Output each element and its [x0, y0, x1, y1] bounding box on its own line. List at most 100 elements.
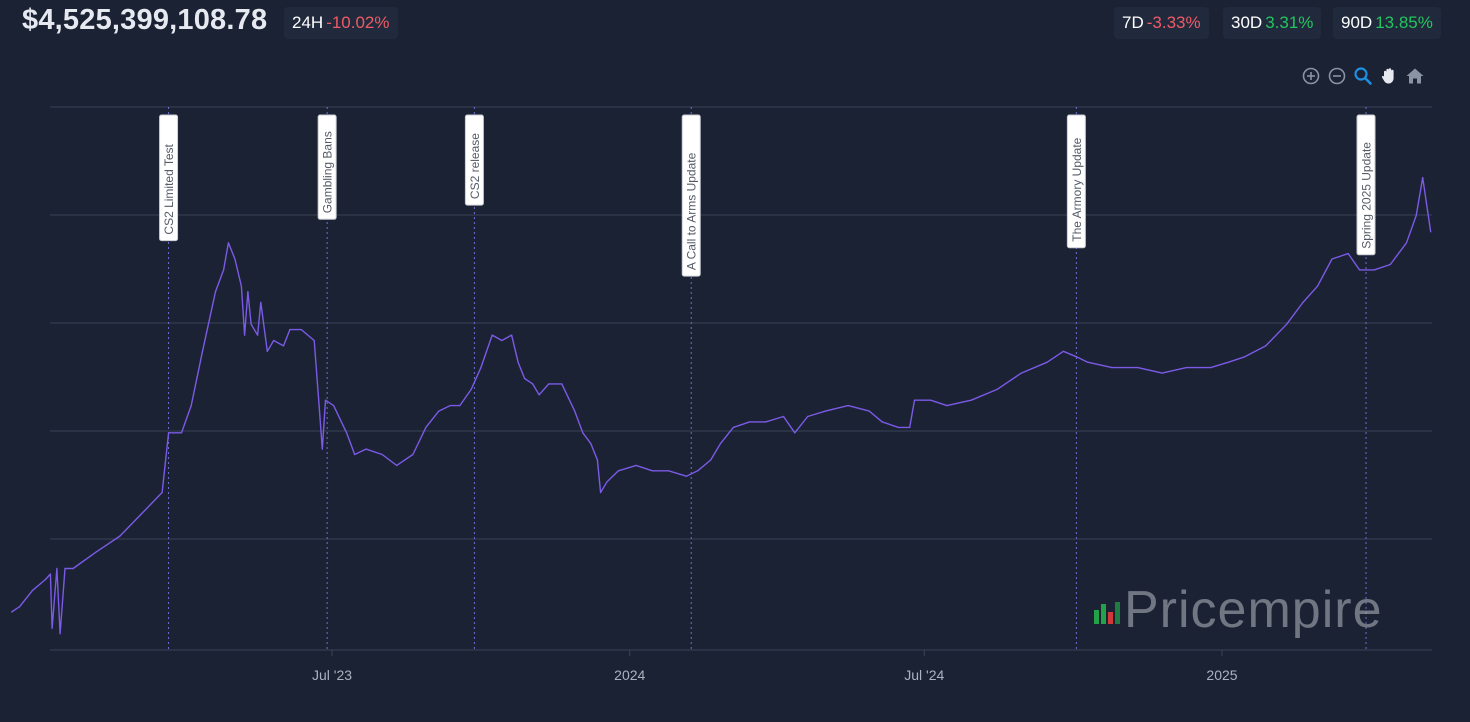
data-point: [697, 470, 699, 472]
data-point: [313, 339, 315, 342]
annotation-label: Gambling Bans: [317, 114, 337, 220]
data-point: [333, 405, 335, 407]
total-value: $4,525,399,108.78: [22, 4, 268, 36]
period-label: 90D: [1341, 13, 1373, 32]
data-point: [1286, 323, 1288, 325]
period-label: 24H: [292, 13, 324, 32]
data-point: [438, 410, 440, 412]
zoom-out-icon[interactable]: [1327, 66, 1347, 86]
data-point: [234, 258, 236, 260]
x-tick-label: Jul '23: [312, 667, 352, 683]
period-label: 7D: [1122, 13, 1144, 32]
data-point: [1389, 263, 1391, 266]
period-change: -10.02%: [326, 13, 390, 32]
data-point: [346, 432, 348, 434]
period-chip-30d[interactable]: 30D 3.31%: [1223, 7, 1322, 39]
data-point: [996, 388, 998, 390]
data-point: [480, 367, 482, 369]
annotation-label-box: [1066, 114, 1086, 249]
data-point: [412, 453, 414, 456]
data-point: [396, 464, 398, 466]
data-point: [748, 421, 751, 423]
brand-name: Pricempire: [1124, 581, 1383, 639]
pan-hand-icon[interactable]: [1379, 66, 1399, 86]
data-point: [1137, 367, 1139, 369]
data-point: [223, 269, 225, 271]
data-point: [524, 377, 526, 380]
data-point: [719, 443, 722, 445]
data-point: [190, 405, 192, 407]
period-change: -3.33%: [1146, 13, 1201, 32]
data-point: [300, 329, 302, 331]
annotation-text: The Armory Update: [1070, 137, 1084, 241]
data-point: [1210, 367, 1212, 369]
data-point: [617, 470, 620, 472]
data-point: [64, 567, 66, 570]
data-point: [782, 415, 785, 418]
data-point: [266, 350, 268, 352]
data-point: [289, 329, 291, 331]
x-tick-label: Jul '24: [904, 667, 944, 683]
data-point: [909, 426, 911, 428]
data-point: [1244, 356, 1246, 358]
data-point: [807, 415, 809, 418]
zoom-select-icon[interactable]: [1353, 66, 1373, 86]
home-reset-icon[interactable]: [1405, 66, 1425, 86]
data-point: [765, 421, 767, 423]
x-tick-label: 2025: [1206, 667, 1237, 683]
annotation-text: Gambling Bans: [321, 131, 335, 213]
data-point: [45, 578, 47, 581]
data-point: [95, 551, 97, 553]
period-chip-7d[interactable]: 7D -3.33%: [1114, 7, 1209, 39]
annotation-text: A Call to Arms Update: [685, 152, 699, 270]
data-point: [119, 535, 121, 537]
data-point: [257, 334, 259, 336]
data-point: [635, 464, 637, 466]
data-point: [1227, 361, 1230, 363]
annotation-label-box: [464, 114, 484, 206]
data-point: [582, 432, 584, 434]
data-point: [970, 399, 972, 401]
data-point: [201, 350, 204, 352]
data-point: [1373, 269, 1375, 271]
data-point: [532, 383, 534, 385]
data-point: [381, 453, 383, 456]
data-point: [227, 242, 229, 244]
data-point: [651, 470, 654, 472]
data-point: [161, 491, 163, 494]
data-point: [881, 421, 883, 423]
zoom-in-icon[interactable]: [1301, 66, 1321, 86]
period-chip-24h[interactable]: 24H -10.02%: [284, 7, 398, 39]
chart-toolbar: [1301, 66, 1425, 86]
data-point: [600, 491, 602, 494]
pricempire-logo-icon: [1094, 602, 1120, 624]
data-point: [260, 301, 262, 304]
data-point: [538, 394, 540, 396]
data-point: [574, 410, 576, 412]
event-annotations: CS2 Limited Test Gambling Bans CS2 release…: [159, 107, 1376, 650]
data-point: [1062, 350, 1064, 352]
data-point: [1358, 269, 1361, 271]
data-point: [732, 426, 734, 428]
annotation-text: CS2 release: [468, 133, 482, 199]
annotation-label: CS2 Limited Test: [159, 114, 179, 242]
data-point: [282, 345, 285, 347]
data-point: [1075, 356, 1077, 358]
data-point: [425, 426, 427, 428]
data-point: [1316, 285, 1319, 287]
data-point: [868, 410, 870, 412]
annotation-label: CS2 release: [464, 114, 484, 206]
annotation-label: A Call to Arms Update: [681, 114, 701, 277]
data-point: [511, 334, 513, 336]
data-point: [56, 567, 58, 570]
data-point: [847, 405, 849, 407]
data-point: [1161, 372, 1163, 374]
grid-lines: [50, 106, 1432, 651]
data-point: [606, 481, 608, 483]
data-point: [590, 443, 592, 445]
data-point: [180, 432, 183, 434]
period-chip-90d[interactable]: 90D 13.85%: [1333, 7, 1441, 39]
data-point: [247, 291, 249, 293]
data-point: [1020, 372, 1022, 374]
